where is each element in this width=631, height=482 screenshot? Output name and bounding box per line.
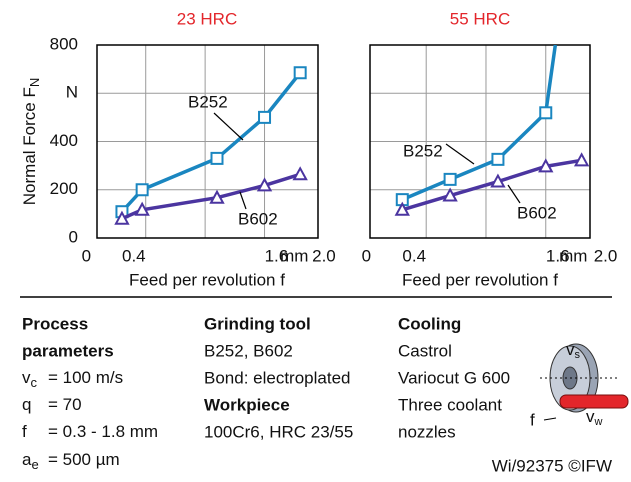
chart-title: 55 HRC: [450, 9, 510, 28]
marker: [135, 183, 149, 197]
marker: [538, 158, 554, 173]
marker: [258, 110, 272, 124]
series-line: [401, 45, 558, 202]
series-label: B252: [403, 141, 443, 160]
leader-line: [213, 112, 244, 141]
series-label: B252: [188, 92, 228, 111]
x-tick-label: mm: [280, 246, 308, 265]
x-tick-label: 0.4: [122, 246, 146, 265]
subscript: c: [31, 375, 38, 390]
heading: Cooling: [398, 314, 461, 333]
param: f = 0.3 - 1.8 mm: [22, 422, 158, 441]
value: = 100 m/s: [48, 368, 123, 387]
y-axis-label: Normal Force FN: [20, 78, 42, 205]
marker: [292, 166, 308, 181]
value: = 70: [48, 395, 82, 414]
label: vs: [566, 340, 581, 360]
marker: [114, 210, 130, 225]
marker: [491, 152, 505, 166]
y-tick-label: 400: [50, 131, 78, 150]
subscript: e: [31, 457, 38, 472]
param: vc = 100 m/s: [22, 368, 123, 390]
label: f: [530, 410, 535, 429]
x-tick-label: 1.6: [546, 246, 570, 265]
symbol: q: [22, 395, 31, 414]
symbol: v: [586, 407, 595, 426]
arrow: [543, 417, 557, 421]
text: 100Cr6, HRC 23/55: [204, 422, 353, 441]
marker: [256, 177, 273, 192]
label-text: Normal Force F: [20, 87, 39, 205]
marker: [490, 173, 506, 188]
leader-line: [239, 191, 247, 210]
x-axis-label: Feed per revolution f: [129, 270, 285, 289]
heading: parameters: [22, 341, 114, 360]
marker: [293, 66, 307, 80]
text: Castrol: [398, 341, 452, 360]
symbol: v: [566, 340, 575, 359]
plot-frame: [369, 44, 591, 239]
x-tick-label: 2.0: [312, 246, 336, 265]
x-tick-label: 0.4: [402, 246, 426, 265]
symbol: f: [22, 422, 27, 441]
symbol: v: [22, 368, 31, 387]
label-subscript: N: [27, 78, 42, 87]
grinding-figure: vs f vw: [530, 340, 629, 429]
plot-frame: [96, 44, 319, 239]
x-axis-label: Feed per revolution f: [402, 270, 558, 289]
marker: [443, 172, 457, 186]
leader-line: [445, 143, 475, 165]
text: Bond: electroplated: [204, 368, 351, 387]
value: = 0.3 - 1.8 mm: [48, 422, 158, 441]
text: nozzles: [398, 422, 456, 441]
x-tick-label: 0: [82, 246, 91, 265]
text: B252, B602: [204, 341, 293, 360]
series-label: B602: [238, 209, 278, 228]
marker: [134, 201, 150, 216]
subscript: s: [575, 349, 581, 361]
leader-line: [507, 184, 521, 204]
marker: [209, 189, 225, 204]
text: Three coolant: [398, 395, 502, 414]
param: q = 70: [22, 395, 82, 414]
y-tick-label: 800: [50, 34, 78, 53]
heading: Process: [22, 314, 88, 333]
x-tick-label: mm: [559, 246, 587, 265]
y-tick-label: N: [66, 83, 78, 102]
x-tick-label: 0: [362, 246, 371, 265]
marker: [539, 106, 553, 120]
value: = 500 µm: [48, 450, 120, 469]
chart-title: 23 HRC: [177, 9, 237, 28]
series-label: B602: [517, 203, 557, 222]
workpiece: [559, 394, 629, 409]
x-tick-label: 2.0: [594, 246, 618, 265]
footer: Wi/92375 ©IFW: [492, 456, 612, 475]
y-tick-label: 200: [50, 179, 78, 198]
marker: [394, 201, 410, 216]
heading: Grinding tool: [204, 314, 311, 333]
label: vw: [586, 407, 603, 427]
y-tick-label: 0: [69, 227, 78, 246]
text: Variocut G 600: [398, 368, 510, 387]
subscript: w: [594, 416, 603, 428]
marker: [210, 151, 224, 165]
x-tick-label: 1.6: [265, 246, 289, 265]
symbol: a: [22, 450, 32, 469]
param: ae = 500 µm: [22, 450, 120, 472]
heading: Workpiece: [204, 395, 290, 414]
marker: [442, 187, 458, 202]
marker: [573, 152, 590, 167]
info: Process parameters vc = 100 m/s q = 70 f = …: [22, 314, 510, 472]
